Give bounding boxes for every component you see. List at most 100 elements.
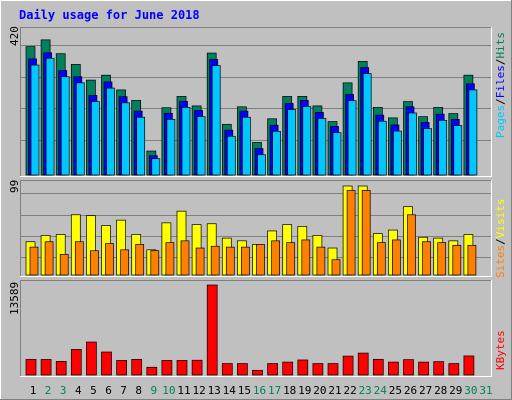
bar-sites-day-21	[331, 259, 341, 276]
x-label-day-22: 22	[343, 384, 356, 397]
bar-sites-day-4	[74, 241, 84, 276]
bar-kbytes-day-26	[403, 359, 414, 376]
panel-borders	[20, 27, 492, 377]
bar-kbytes-day-5	[86, 341, 97, 376]
x-label-day-29: 29	[449, 384, 462, 397]
x-label-day-23: 23	[359, 384, 372, 397]
bar-kbytes-day-30	[463, 355, 475, 376]
bar-pages-day-28	[438, 119, 448, 176]
bar-kbytes-day-18	[282, 361, 294, 376]
bar-kbytes-day-27	[418, 361, 429, 376]
bar-pages-day-10	[166, 119, 176, 176]
x-label-day-27: 27	[419, 384, 432, 397]
bar-kbytes-day-17	[267, 363, 278, 376]
x-label-day-25: 25	[389, 384, 402, 397]
bar-pages-day-11	[181, 107, 191, 176]
x-label-day-21: 21	[328, 384, 341, 397]
bar-kbytes-day-11	[176, 360, 188, 376]
ymax-label-hits: 420	[8, 26, 21, 46]
x-label-day-26: 26	[404, 384, 417, 397]
bar-pages-day-14	[226, 135, 236, 176]
bar-kbytes-day-23	[357, 352, 369, 376]
bar-kbytes-day-16	[252, 369, 263, 376]
bar-pages-day-7	[121, 102, 130, 176]
bar-pages-day-26	[408, 112, 417, 176]
bar-pages-day-30	[468, 89, 478, 176]
bar-sites-day-20	[316, 246, 326, 276]
bar-sites-day-3	[59, 253, 69, 276]
bar-pages-day-5	[91, 101, 100, 176]
bar-kbytes-day-19	[297, 359, 309, 376]
bar-kbytes-day-20	[312, 363, 324, 376]
bar-kbytes-day-15	[237, 363, 248, 376]
bar-sites-day-10	[165, 242, 175, 276]
bar-marks	[25, 39, 478, 376]
bar-kbytes-day-28	[433, 361, 445, 376]
legend-pages: Pages	[494, 105, 507, 138]
bar-pages-day-19	[302, 106, 312, 176]
bar-kbytes-day-9	[146, 366, 158, 376]
legend-kbytes: KBytes	[494, 330, 507, 370]
chart-title: Daily usage for June 2018	[19, 8, 200, 22]
x-label-day-17: 17	[268, 384, 281, 397]
bar-sites-day-15	[241, 246, 250, 276]
bar-sites-day-14	[225, 246, 235, 276]
bar-kbytes-day-1	[25, 359, 37, 376]
x-label-day-7: 7	[120, 384, 127, 397]
bar-pages-day-3	[60, 76, 70, 176]
x-label-day-28: 28	[434, 384, 447, 397]
bar-sites-day-5	[90, 250, 99, 276]
bar-sites-day-24	[376, 242, 386, 276]
legend-sep-2: /	[494, 59, 507, 66]
bar-kbytes-day-25	[388, 361, 399, 376]
legend-sep-1: /	[494, 98, 507, 105]
x-axis-labels: 1 2 3 4 5 6 7 8 9 10 11 12 13 14 15 16 17 18 19 20 21 22 23 24 2…	[30, 384, 493, 397]
legend-hits-files-pages: Pages/Files/Hits	[494, 32, 507, 138]
bar-kbytes-day-22	[342, 355, 354, 376]
legend-sep-3: /	[494, 238, 507, 245]
bar-pages-day-24	[377, 120, 387, 176]
x-label-day-11: 11	[177, 384, 190, 397]
bar-sites-day-25	[392, 239, 401, 276]
ymax-label-visits: 99	[8, 180, 21, 193]
x-label-day-9: 9	[150, 384, 157, 397]
bar-pages-day-6	[106, 87, 115, 176]
x-label-day-31: 31	[479, 384, 492, 397]
bar-pages-day-13	[211, 65, 221, 176]
bar-kbytes-day-21	[327, 363, 339, 376]
bar-sites-day-8	[135, 244, 145, 276]
x-label-day-8: 8	[135, 384, 142, 397]
x-label-day-12: 12	[192, 384, 205, 397]
bar-sites-day-19	[301, 239, 311, 276]
legend-files: Files	[494, 65, 507, 98]
bar-sites-day-18	[286, 242, 296, 276]
x-label-day-13: 13	[208, 384, 221, 397]
x-label-day-3: 3	[60, 384, 67, 397]
bar-sites-day-13	[210, 245, 220, 276]
bar-sites-day-2	[44, 241, 54, 276]
bar-pages-day-4	[75, 82, 85, 176]
bar-pages-day-22	[347, 100, 357, 176]
x-label-day-24: 24	[374, 384, 388, 397]
x-label-day-19: 19	[298, 384, 311, 397]
legend-visits: Visits	[494, 199, 507, 239]
bar-kbytes-day-14	[221, 363, 233, 376]
bar-sites-day-9	[150, 250, 160, 276]
bar-sites-day-27	[422, 241, 431, 276]
bar-kbytes-day-4	[70, 349, 82, 376]
bar-kbytes-day-8	[131, 359, 143, 376]
bar-kbytes-day-7	[116, 360, 127, 376]
bar-pages-day-16	[257, 154, 266, 176]
bar-sites-day-17	[271, 240, 280, 276]
bar-pages-day-15	[242, 116, 251, 176]
bar-sites-day-1	[29, 246, 39, 276]
bar-kbytes-day-12	[191, 359, 203, 376]
bar-sites-day-29	[452, 244, 462, 276]
x-label-day-2: 2	[45, 384, 52, 397]
ymax-label-kbytes: 13589	[8, 282, 21, 315]
bar-pages-day-23	[362, 73, 372, 176]
bar-sites-day-28	[437, 242, 447, 276]
bar-kbytes-day-6	[101, 351, 112, 376]
bar-pages-day-29	[453, 125, 463, 176]
